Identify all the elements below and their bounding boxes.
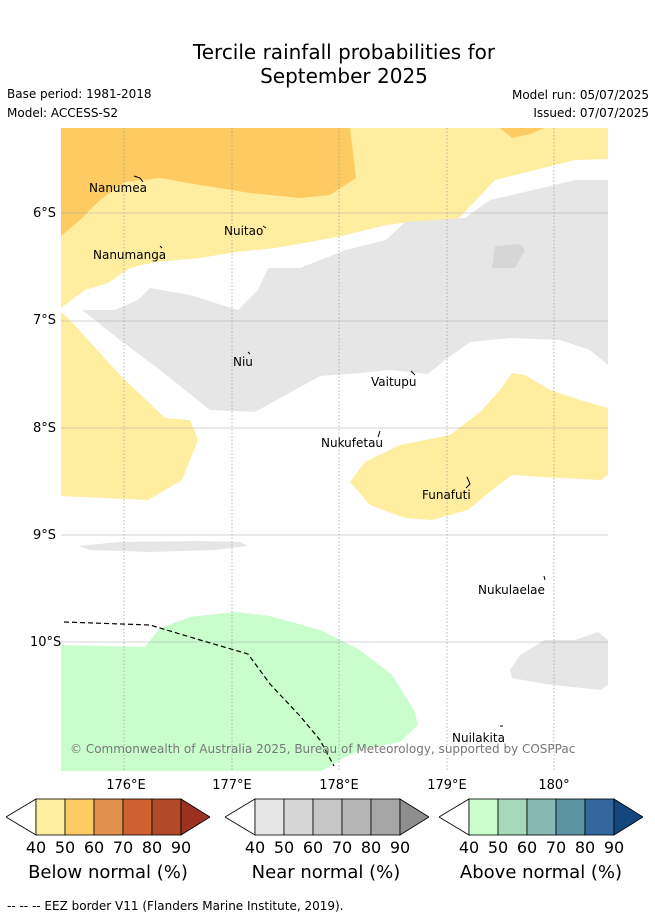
title-line-2: September 2025 [260,64,428,88]
above-tick-50: 50 [487,838,509,857]
below-tick-50: 50 [54,838,76,857]
colorbar-below-extend [180,798,210,836]
island-label-funafuti: Funafuti [422,488,471,502]
island-nukulaelae-shape [543,575,546,581]
issued-date: Issued: 07/07/2025 [533,106,649,120]
near-normal-region [82,180,608,412]
latitude-lines [61,212,608,643]
near-swatch-40 [254,798,285,836]
island-label-nukufetau: Nukufetau [321,436,384,450]
lat-label-9s: 9°S [32,528,56,543]
near-swatch-50 [283,798,314,836]
island-label-nuitao: Nuitao [224,224,264,238]
above-tick-70: 70 [545,838,567,857]
base-period: Base period: 1981-2018 [7,87,152,101]
below-swatch-80 [151,798,182,836]
above-tick-60: 60 [516,838,538,857]
lon-label-178e: 178°E [319,778,359,793]
model-name: Model: ACCESS-S2 [7,106,119,120]
above-swatch-40 [468,798,499,836]
near-tick-60: 60 [302,838,324,857]
near-normal-region-strip [78,541,248,552]
near-normal-region-small [492,244,525,268]
rainfall-map [61,128,608,771]
above-swatch-60 [526,798,557,836]
near-swatch-60 [312,798,343,836]
lon-label-179e: 179°E [427,778,467,793]
colorbar-above-extend [613,798,643,836]
island-nanumanga-shape [159,245,163,249]
lat-label-7s: 7°S [32,313,56,328]
colorbar-near-normal [225,798,429,836]
near-swatch-80 [370,798,401,836]
near-tick-90: 90 [389,838,411,857]
colorbar-near-title: Near normal (%) [251,862,401,883]
eez-border-legend: -- -- -- EEZ border V11 (Flanders Marine… [7,899,344,913]
lat-label-8s: 8°S [32,421,56,436]
colorbar-near-extend [399,798,429,836]
lon-label-176e: 176°E [106,778,146,793]
map-title: Tercile rainfall probabilities for Septe… [0,40,655,88]
island-nuitao-shape [262,225,267,229]
below-swatch-40 [35,798,66,836]
below-normal-region-50 [61,128,356,236]
below-tick-60: 60 [83,838,105,857]
near-tick-80: 80 [360,838,382,857]
lon-label-180: 180° [538,778,570,793]
island-nanumea-shape [133,175,144,183]
below-normal-region-west [61,312,198,500]
below-tick-80: 80 [141,838,163,857]
lat-label-10s: 10°S [30,635,62,650]
below-tick-40: 40 [25,838,47,857]
island-label-nukulaelae: Nukulaelae [478,583,545,597]
island-funafuti-shape [465,476,471,489]
island-label-nanumanga: Nanumanga [93,248,167,262]
near-swatch-70 [341,798,372,836]
island-label-nanumea: Nanumea [89,181,147,195]
near-normal-region-southeast [510,632,608,690]
below-tick-70: 70 [112,838,134,857]
island-nukufetau-shape [377,430,381,438]
colorbar-below-normal [6,798,210,836]
colorbar-below-title: Below normal (%) [28,862,188,883]
island-label-vaitupu: Vaitupu [371,375,417,389]
island-vaitupu-shape [410,370,416,376]
above-swatch-80 [584,798,615,836]
above-tick-80: 80 [574,838,596,857]
below-tick-90: 90 [170,838,192,857]
below-swatch-70 [122,798,153,836]
near-tick-40: 40 [244,838,266,857]
near-tick-50: 50 [273,838,295,857]
graticule [123,128,555,771]
island-niu-shape [247,351,251,355]
title-line-1: Tercile rainfall probabilities for [192,40,496,64]
colorbar-above-title: Above normal (%) [459,862,623,883]
below-normal-region-50-east [500,128,545,138]
near-tick-70: 70 [331,838,353,857]
colorbar-above-normal [439,798,643,836]
island-label-niu: Niu [233,355,253,369]
below-normal-region-southeast [350,373,608,520]
island-shapes [133,175,546,727]
above-swatch-50 [497,798,528,836]
above-tick-90: 90 [603,838,625,857]
below-swatch-60 [93,798,124,836]
lat-label-6s: 6°S [32,206,56,221]
lon-label-177e: 177°E [212,778,252,793]
above-tick-40: 40 [458,838,480,857]
above-swatch-70 [555,798,586,836]
model-run: Model run: 05/07/2025 [511,88,649,102]
copyright-notice: © Commonwealth of Australia 2025, Bureau… [70,742,576,756]
above-normal-region [61,612,418,771]
below-swatch-50 [64,798,95,836]
island-label-nuilakita: Nuilakita [452,731,505,745]
